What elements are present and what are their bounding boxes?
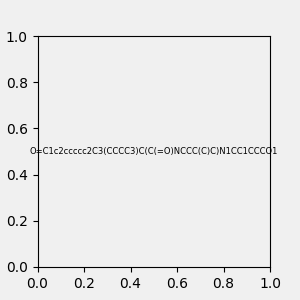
Text: O=C1c2ccccc2C3(CCCC3)C(C(=O)NCCC(C)C)N1CC1CCCO1: O=C1c2ccccc2C3(CCCC3)C(C(=O)NCCC(C)C)N1C…	[30, 147, 278, 156]
